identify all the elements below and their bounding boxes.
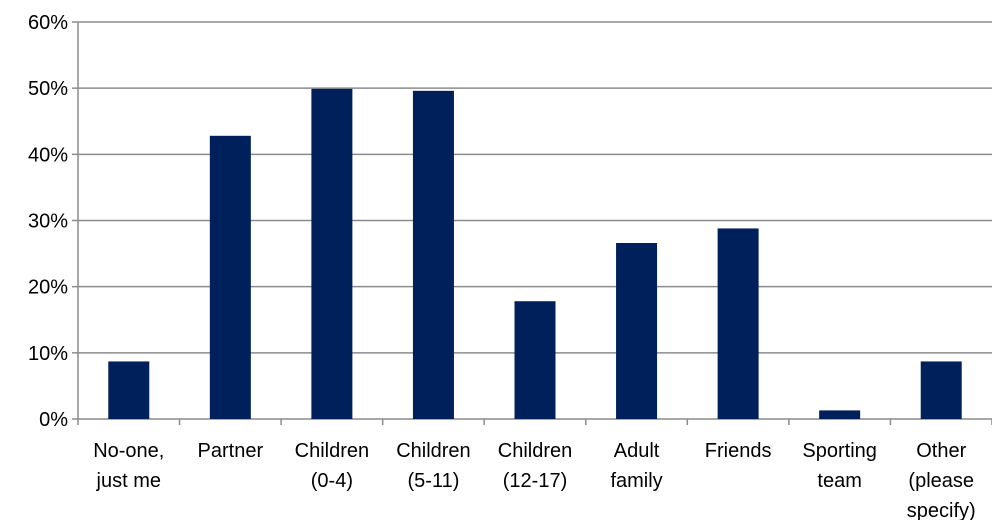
y-tick-label: 60% xyxy=(28,12,68,34)
bar xyxy=(514,301,556,419)
bar xyxy=(412,90,454,420)
bars xyxy=(108,88,962,420)
bar xyxy=(108,361,150,419)
x-category-label: Children (0-4) xyxy=(295,440,369,492)
y-tick-label: 40% xyxy=(28,144,68,166)
category-labels: No-one, just me Partner Children (0-4) Childr… xyxy=(93,440,975,520)
y-tick-label: 20% xyxy=(28,277,68,299)
x-category-label: Adult family xyxy=(610,440,662,492)
x-category-label: Children (5-11) xyxy=(396,440,470,492)
bar xyxy=(920,361,962,419)
bar xyxy=(311,88,353,419)
x-category-label: Partner xyxy=(198,440,264,462)
y-tick-label: 50% xyxy=(28,78,68,100)
x-category-label: Sporting team xyxy=(802,440,877,492)
bar xyxy=(209,135,251,419)
y-tick-label: 10% xyxy=(28,343,68,365)
y-tick-label: 30% xyxy=(28,211,68,233)
bar xyxy=(819,410,861,419)
x-category-label: No-one, just me xyxy=(93,440,164,492)
y-tick-labels: 0% 10% 20% 30% 40% 50% 60% xyxy=(28,12,68,431)
x-category-label: Other (please specify) xyxy=(907,440,976,520)
x-category-label: Children (12-17) xyxy=(498,440,572,492)
bar xyxy=(717,228,759,419)
y-tick-label: 0% xyxy=(39,409,68,431)
x-category-label: Friends xyxy=(705,440,772,462)
bar xyxy=(616,242,658,419)
